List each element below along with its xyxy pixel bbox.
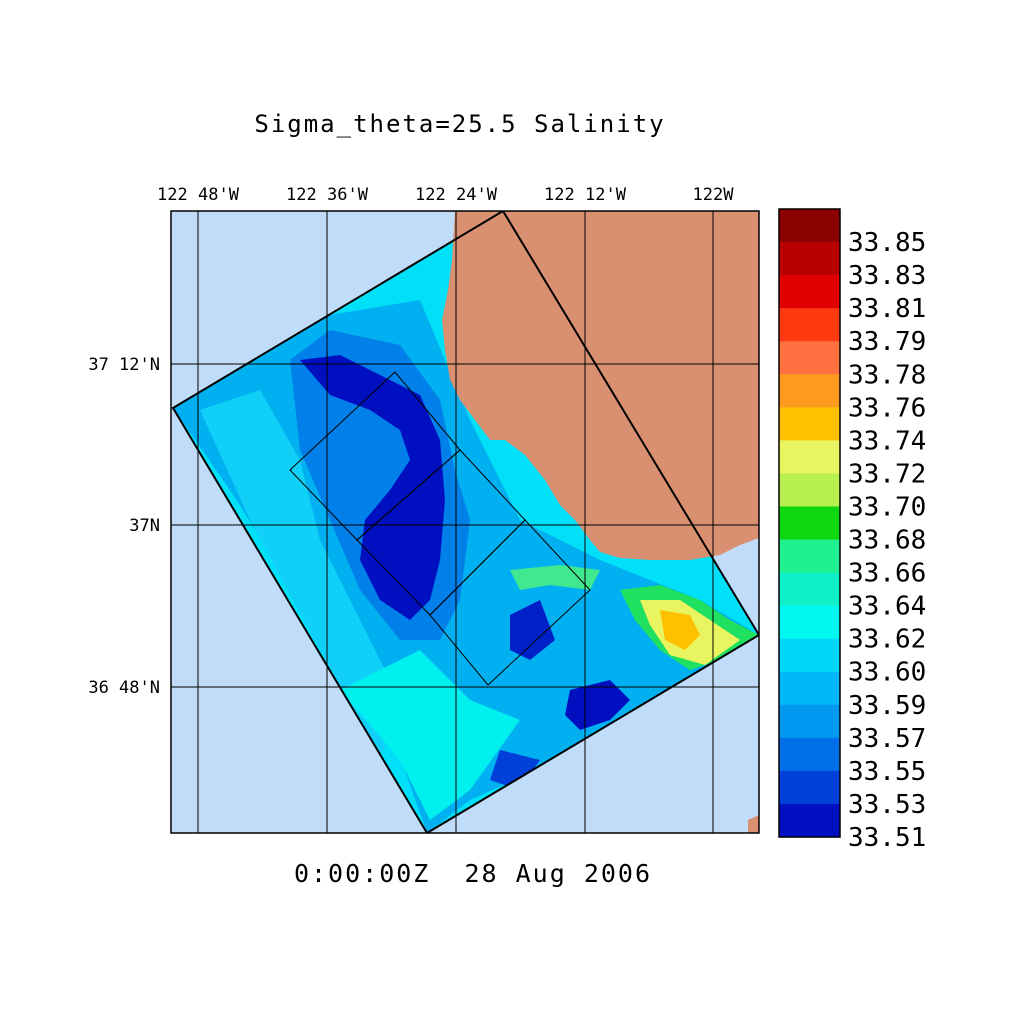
map-plot-area	[171, 211, 759, 833]
colorbar-swatch	[779, 275, 840, 309]
colorbar-swatch	[779, 737, 840, 772]
lon-label-1: 122 48'W	[157, 185, 240, 205]
colorbar: 33.8533.8333.8133.7933.7833.7633.7433.72…	[778, 208, 926, 853]
colorbar-label: 33.64	[848, 592, 926, 622]
colorbar-swatch	[779, 473, 840, 508]
colorbar-swatch	[779, 209, 840, 243]
latitude-labels: 37 12'N 37N 36 48'N	[88, 355, 160, 698]
colorbar-label: 33.62	[848, 625, 926, 655]
graticule	[171, 211, 759, 833]
colorbar-swatch	[779, 605, 840, 640]
colorbar-swatch	[779, 638, 840, 673]
colorbar-swatch	[779, 539, 840, 574]
colorbar-label: 33.53	[848, 790, 926, 820]
field-region-orange	[660, 610, 700, 650]
colorbar-swatch	[779, 803, 840, 838]
colorbar-swatch	[779, 671, 840, 706]
colorbar-swatch	[779, 341, 840, 375]
colorbar-label: 33.74	[848, 426, 926, 456]
lat-label-3: 36 48'N	[88, 678, 160, 698]
colorbar-swatch	[779, 374, 840, 408]
colorbar-label: 33.81	[848, 294, 926, 324]
colorbar-label: 33.79	[848, 327, 926, 357]
colorbar-label: 33.72	[848, 459, 926, 489]
land-fragment-south	[748, 815, 759, 833]
colorbar-swatch	[779, 572, 840, 607]
colorbar-label: 33.51	[848, 823, 926, 853]
longitude-labels: 122 48'W 122 36'W 122 24'W 122 12'W 122W	[157, 185, 734, 205]
lon-label-2: 122 36'W	[286, 185, 369, 205]
colorbar-swatch	[779, 506, 840, 541]
colorbar-swatch	[779, 770, 840, 805]
colorbar-label: 33.83	[848, 261, 926, 291]
colorbar-swatch	[779, 242, 840, 276]
colorbar-label: 33.60	[848, 658, 926, 688]
colorbar-label: 33.68	[848, 526, 926, 556]
colorbar-label: 33.55	[848, 757, 926, 787]
field-region-green-coast	[510, 565, 600, 590]
colorbar-swatch	[779, 704, 840, 739]
colorbar-swatch	[779, 407, 840, 441]
field-region-dark-south	[490, 750, 540, 790]
lon-label-4: 122 12'W	[544, 185, 627, 205]
colorbar-swatch	[779, 440, 840, 475]
land-coastline	[442, 211, 759, 560]
field-region-deep-blue-south	[565, 680, 630, 730]
timestamp-label: 0:00:00Z 28 Aug 2006	[294, 859, 652, 888]
colorbar-label: 33.66	[848, 559, 926, 589]
lat-label-2: 37N	[129, 516, 160, 536]
colorbar-label: 33.57	[848, 724, 926, 754]
inner-box-south	[429, 519, 591, 686]
map-frame	[170, 210, 760, 834]
colorbar-frame	[778, 208, 841, 838]
colorbar-swatch	[779, 308, 840, 342]
colorbar-label: 33.85	[848, 228, 926, 258]
colorbar-label: 33.59	[848, 691, 926, 721]
field-region-deep-blue-north	[300, 355, 445, 620]
model-domain-outline	[171, 211, 759, 833]
map-title: Sigma_theta=25.5 Salinity	[254, 110, 665, 138]
field-region-light	[200, 390, 400, 760]
colorbar-label: 33.76	[848, 393, 926, 423]
field-region-cyan-south	[340, 650, 520, 820]
lat-label-1: 37 12'N	[88, 355, 160, 375]
field-region-deep-blue-east	[510, 600, 555, 660]
colorbar-label: 33.70	[848, 492, 926, 522]
lon-label-3: 122 24'W	[415, 185, 498, 205]
colorbar-label: 33.78	[848, 360, 926, 390]
lon-label-5: 122W	[693, 185, 735, 205]
